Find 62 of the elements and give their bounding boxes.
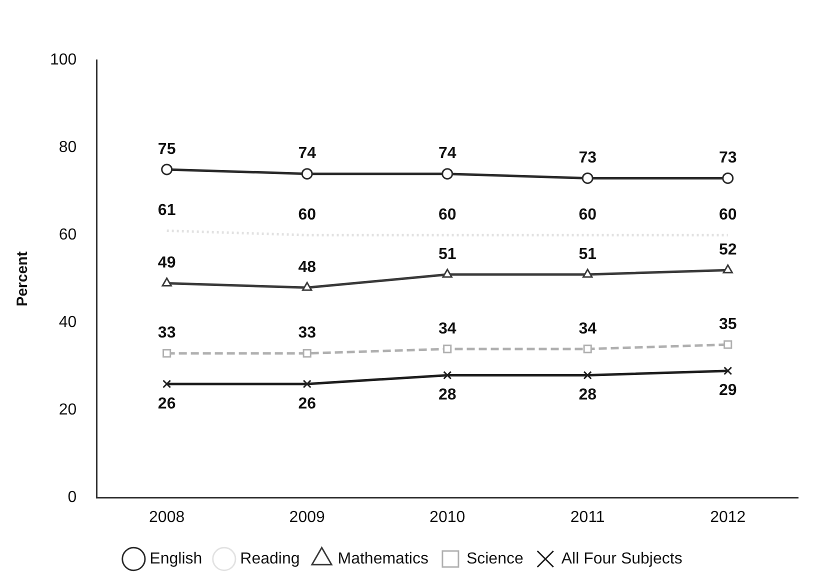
y-tick-label: 40 bbox=[58, 314, 77, 332]
point bbox=[302, 349, 312, 358]
x-tick-label: 2012 bbox=[710, 508, 746, 526]
data-label: 34 bbox=[438, 320, 456, 338]
data-label: 74 bbox=[438, 145, 456, 162]
x-tick-label: 2011 bbox=[570, 508, 605, 526]
point bbox=[583, 344, 592, 354]
data-label: 51 bbox=[438, 246, 456, 263]
data-label: 48 bbox=[298, 259, 316, 276]
point bbox=[722, 172, 734, 184]
point bbox=[583, 370, 592, 380]
y-axis-title: Percent bbox=[14, 251, 32, 306]
y-tick-label: 100 bbox=[50, 51, 77, 68]
point bbox=[582, 268, 593, 278]
point bbox=[442, 268, 452, 278]
legend-label: Science bbox=[466, 550, 524, 568]
x-tick-label: 2009 bbox=[289, 508, 325, 526]
data-label: 29 bbox=[718, 382, 737, 400]
data-label: 60 bbox=[718, 206, 737, 224]
point bbox=[443, 344, 452, 354]
legend-label: Mathematics bbox=[338, 550, 428, 568]
point bbox=[442, 168, 454, 180]
y-tick-label: 60 bbox=[58, 226, 77, 244]
data-label: 28 bbox=[438, 386, 456, 404]
point bbox=[302, 380, 312, 388]
data-label: 60 bbox=[438, 206, 456, 224]
data-label: 61 bbox=[158, 202, 176, 220]
y-tick-label: 0 bbox=[68, 489, 77, 506]
data-label: 51 bbox=[578, 246, 597, 263]
point bbox=[301, 168, 313, 180]
data-label: 34 bbox=[578, 320, 597, 338]
data-label: 73 bbox=[718, 150, 737, 167]
y-tick-label: 20 bbox=[58, 402, 77, 419]
data-label: 49 bbox=[158, 254, 176, 272]
point bbox=[162, 349, 172, 358]
data-label: 35 bbox=[718, 316, 737, 333]
data-label: 52 bbox=[718, 242, 737, 259]
legend-label: All Four Subjects bbox=[561, 550, 682, 568]
data-label: 75 bbox=[158, 140, 176, 158]
point bbox=[161, 164, 173, 176]
data-label: 28 bbox=[578, 386, 597, 404]
point bbox=[724, 340, 732, 349]
point bbox=[724, 366, 732, 376]
data-label: 33 bbox=[158, 324, 176, 342]
point bbox=[722, 264, 733, 274]
data-label: 73 bbox=[578, 150, 597, 167]
point bbox=[443, 370, 452, 380]
point bbox=[162, 380, 172, 388]
data-label: 60 bbox=[298, 206, 316, 224]
data-label: 74 bbox=[298, 145, 316, 162]
data-label: 26 bbox=[298, 395, 316, 412]
legend-label: Reading bbox=[240, 550, 300, 568]
data-label: 33 bbox=[298, 324, 316, 342]
x-tick-label: 2008 bbox=[149, 508, 185, 526]
data-label: 60 bbox=[578, 206, 597, 224]
point bbox=[302, 282, 312, 291]
point bbox=[582, 172, 594, 184]
point bbox=[162, 278, 172, 287]
y-tick-label: 80 bbox=[58, 138, 77, 156]
data-label: 26 bbox=[158, 395, 176, 412]
x-tick-label: 2010 bbox=[430, 508, 466, 526]
legend-label: English bbox=[150, 550, 202, 568]
